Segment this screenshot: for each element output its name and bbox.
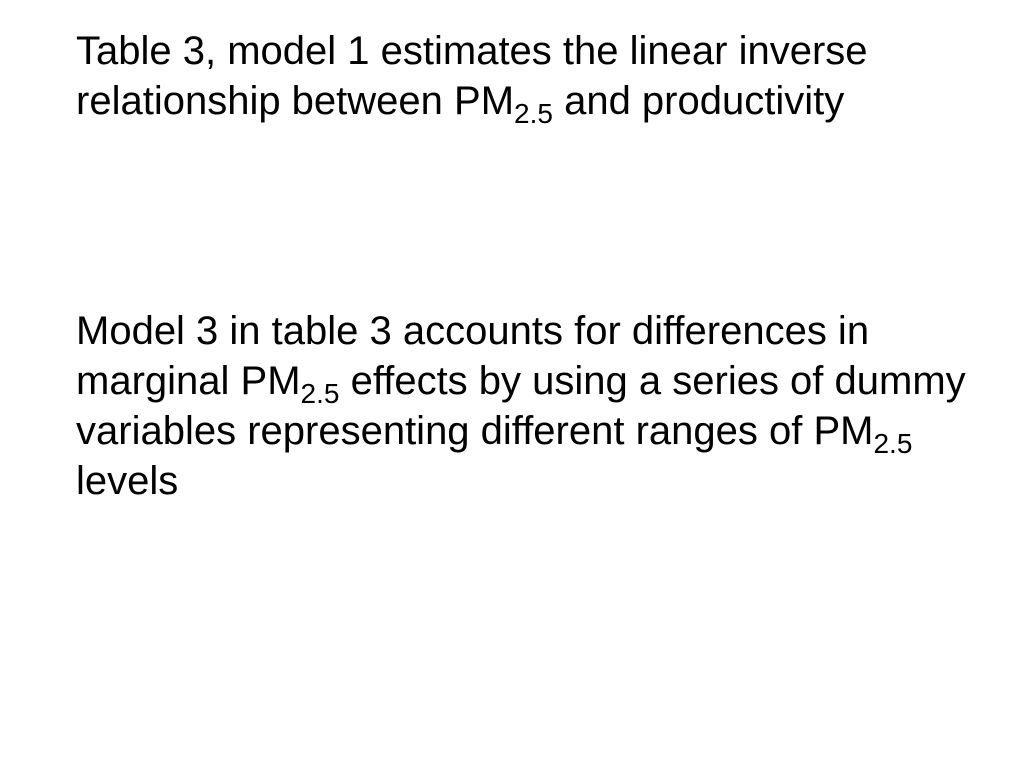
paragraph-1: Table 3, model 1 estimates the linear in…: [76, 26, 896, 126]
slide: Table 3, model 1 estimates the linear in…: [0, 0, 1024, 768]
subscript-text: 2.5: [873, 428, 912, 459]
body-text: levels: [76, 459, 178, 503]
body-text: and productivity: [553, 79, 844, 123]
subscript-text: 2.5: [301, 378, 340, 409]
paragraph-2: Model 3 in table 3 accounts for differen…: [76, 306, 966, 506]
subscript-text: 2.5: [514, 98, 553, 129]
